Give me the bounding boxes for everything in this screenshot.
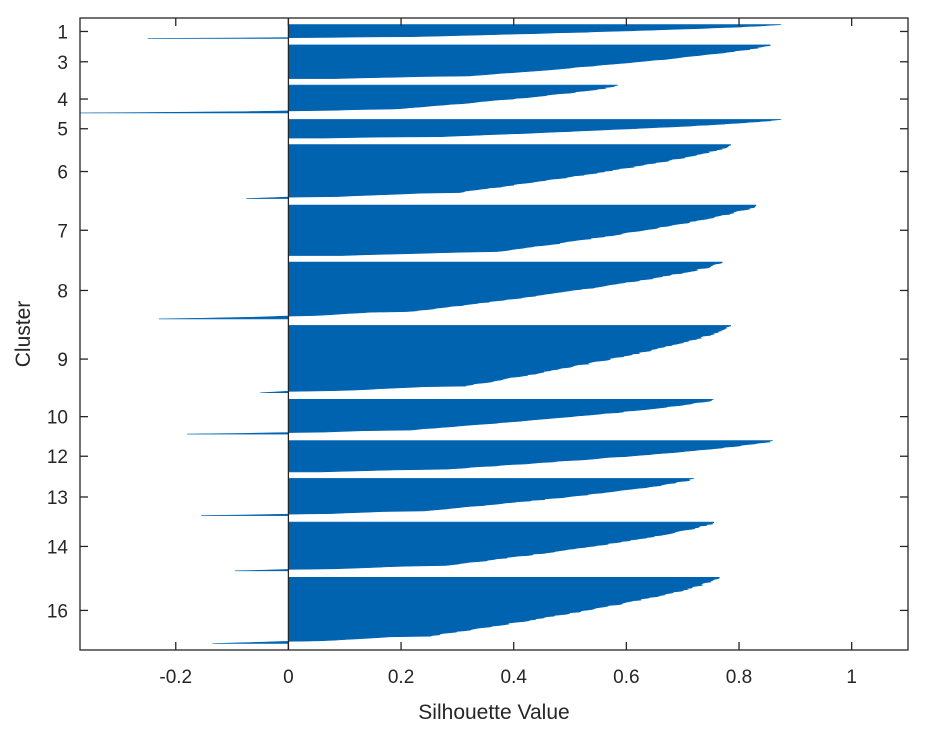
axes-frame: [79, 17, 909, 651]
y-tick-label: 6: [57, 163, 68, 184]
silhouette-bar-cluster-10: [187, 398, 714, 435]
y-tick-label: 5: [57, 120, 68, 141]
y-tick-label: 13: [47, 488, 68, 509]
y-tick-label: 1: [57, 22, 68, 43]
y-tick-label: 8: [57, 281, 68, 302]
x-tick-label: 0.2: [388, 667, 414, 688]
y-tick-label: 3: [57, 53, 68, 74]
x-tick-label: 0: [283, 667, 294, 688]
silhouette-bar-cluster-16: [212, 577, 720, 644]
silhouette-bar-cluster-7: [288, 204, 757, 256]
x-axis-label: Silhouette Value: [418, 701, 569, 724]
x-tick-label: -0.2: [159, 667, 192, 688]
y-tick-label: 16: [47, 601, 68, 622]
silhouette-bar-cluster-13: [201, 478, 695, 516]
y-tick-label: 9: [57, 350, 68, 371]
silhouette-bar-cluster-12: [288, 440, 773, 473]
y-tick-label: 4: [57, 90, 68, 111]
y-axis-label: Cluster: [12, 301, 35, 368]
silhouette-bar-cluster-5: [288, 119, 782, 139]
silhouette-bar-cluster-6: [246, 144, 731, 199]
x-tick-label: 0.6: [613, 667, 639, 688]
y-tick-label: 12: [47, 447, 68, 468]
y-tick-label: 7: [57, 221, 68, 242]
x-tick-label: 0.4: [501, 667, 528, 688]
silhouette-bar-cluster-9: [260, 325, 731, 394]
silhouette-bar-cluster-8: [158, 261, 723, 320]
silhouette-bar-cluster-1: [147, 24, 782, 39]
y-tick-label: 14: [47, 537, 69, 558]
bars-group: [79, 24, 782, 644]
x-tick-label: 0.8: [726, 667, 752, 688]
x-tick-label: 1: [846, 667, 857, 688]
y-tick-label: 10: [47, 408, 68, 429]
silhouette-bar-cluster-14: [234, 521, 714, 572]
silhouette-bar-cluster-3: [288, 44, 771, 79]
silhouette-bar-cluster-4: [79, 84, 618, 114]
